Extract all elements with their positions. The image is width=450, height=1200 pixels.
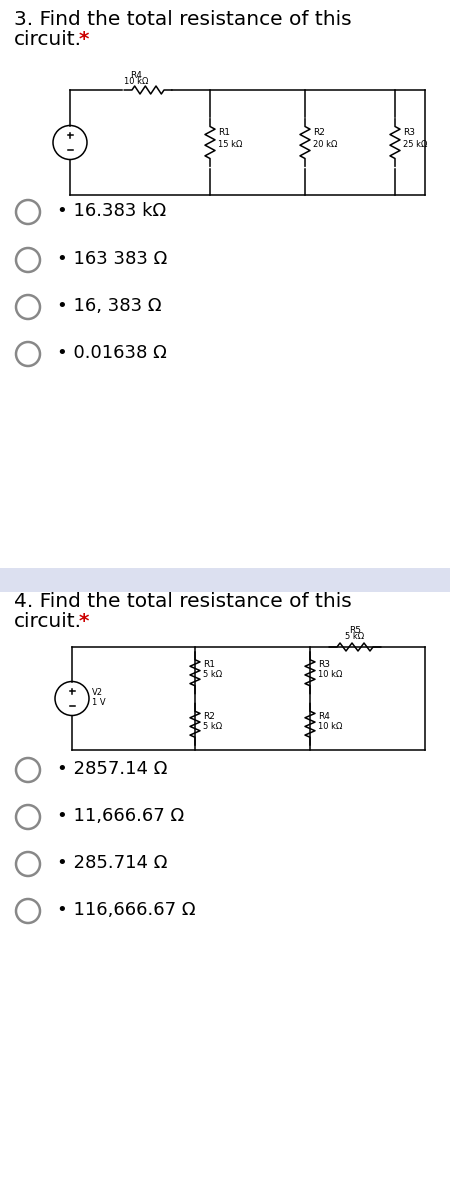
Text: • 285.714 Ω: • 285.714 Ω	[57, 854, 167, 872]
Text: circuit.: circuit.	[14, 30, 82, 49]
Text: R1: R1	[203, 660, 215, 670]
Text: R3: R3	[318, 660, 330, 670]
Text: 10 kΩ: 10 kΩ	[318, 671, 342, 679]
Text: R4: R4	[130, 71, 142, 80]
Text: R2: R2	[313, 128, 325, 137]
Text: R2: R2	[203, 712, 215, 721]
Text: • 163 383 Ω: • 163 383 Ω	[57, 250, 167, 268]
Text: 20 kΩ: 20 kΩ	[313, 140, 338, 149]
Text: R5: R5	[349, 626, 361, 635]
Text: 10 kΩ: 10 kΩ	[124, 77, 148, 86]
Text: V2: V2	[92, 688, 103, 697]
Text: • 0.01638 Ω: • 0.01638 Ω	[57, 344, 167, 362]
Text: 4. Find the total resistance of this: 4. Find the total resistance of this	[14, 592, 352, 611]
Text: 5 kΩ: 5 kΩ	[203, 721, 222, 731]
Text: 3. Find the total resistance of this: 3. Find the total resistance of this	[14, 10, 351, 29]
Text: R1: R1	[218, 128, 230, 137]
Text: 15 kΩ: 15 kΩ	[218, 140, 243, 149]
Text: • 16.383 kΩ: • 16.383 kΩ	[57, 202, 166, 220]
Text: 25 kΩ: 25 kΩ	[403, 140, 427, 149]
Text: • 11,666.67 Ω: • 11,666.67 Ω	[57, 806, 184, 826]
Text: • 16, 383 Ω: • 16, 383 Ω	[57, 296, 162, 314]
FancyBboxPatch shape	[0, 568, 450, 592]
Text: *: *	[72, 612, 90, 631]
Text: 5 kΩ: 5 kΩ	[203, 671, 222, 679]
Text: 10 kΩ: 10 kΩ	[318, 721, 342, 731]
Text: • 2857.14 Ω: • 2857.14 Ω	[57, 760, 167, 778]
Text: circuit.: circuit.	[14, 612, 82, 631]
Text: R3: R3	[403, 128, 415, 137]
Text: 5 kΩ: 5 kΩ	[346, 632, 365, 641]
Text: R4: R4	[318, 712, 330, 721]
Text: • 116,666.67 Ω: • 116,666.67 Ω	[57, 901, 195, 919]
Text: *: *	[72, 30, 90, 49]
Text: 1 V: 1 V	[92, 698, 106, 707]
